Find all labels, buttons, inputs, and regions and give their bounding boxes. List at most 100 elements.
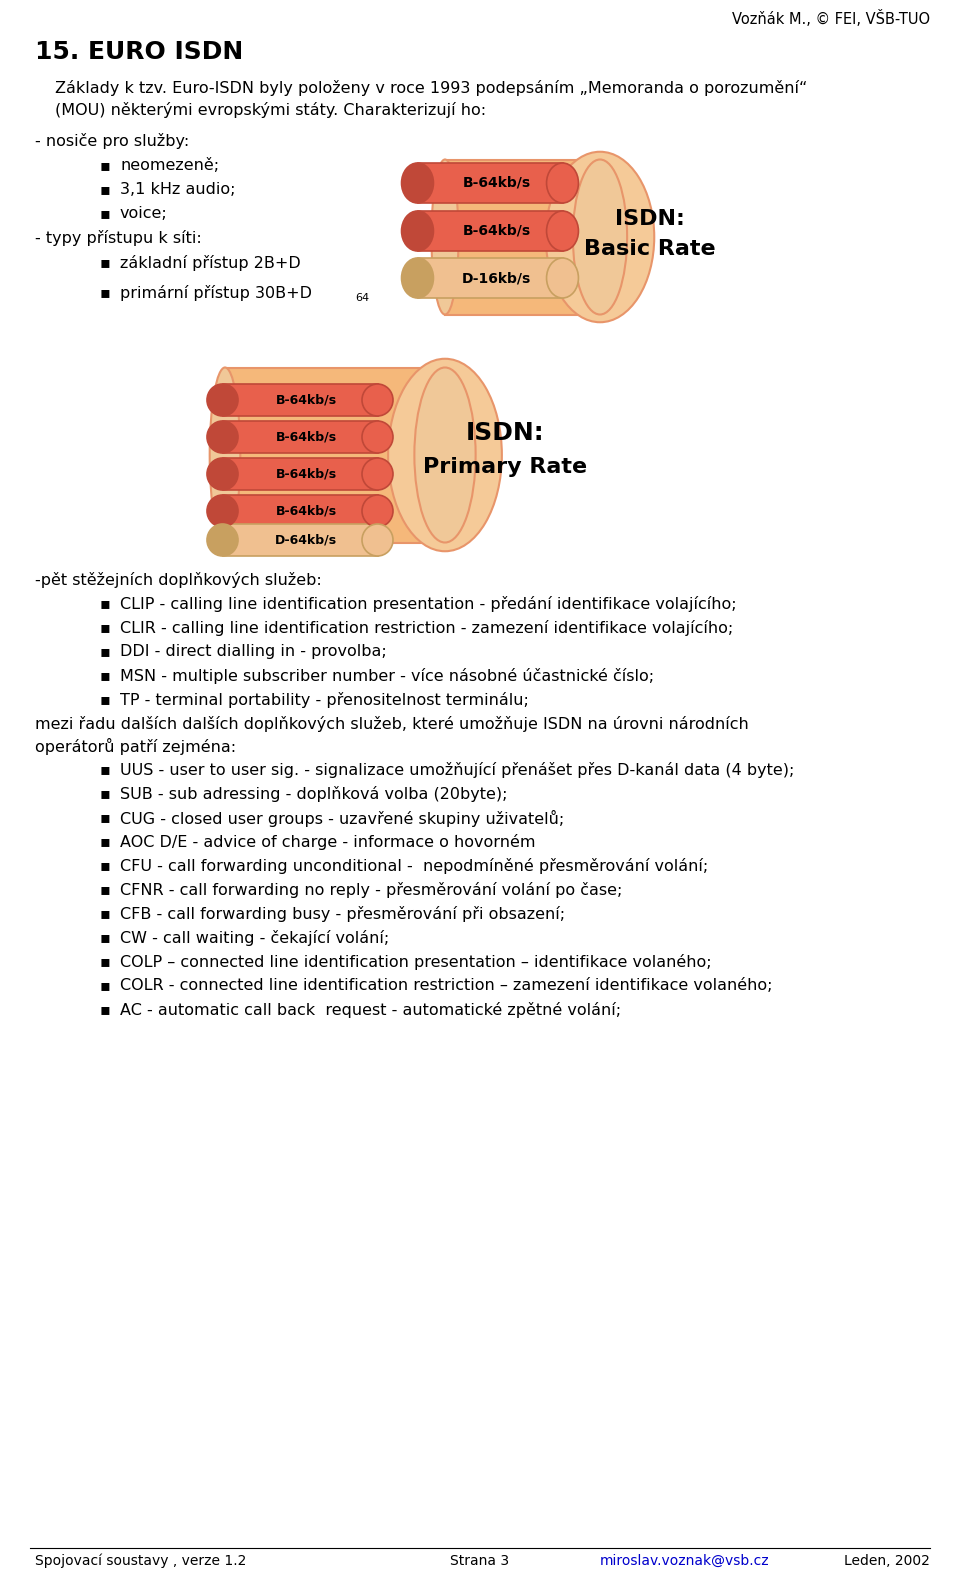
Text: ▪: ▪ <box>100 643 110 659</box>
Text: základní přístup 2B+D: základní přístup 2B+D <box>120 255 300 270</box>
Text: ▪: ▪ <box>100 953 110 969</box>
Text: primární přístup 30B+D: primární přístup 30B+D <box>120 285 312 300</box>
Text: ▪: ▪ <box>100 158 110 172</box>
Bar <box>445 160 600 315</box>
Text: mezi řadu dalších dalších doplňkových služeb, které umožňuje ISDN na úrovni náro: mezi řadu dalších dalších doplňkových sl… <box>35 716 749 732</box>
Text: ▪: ▪ <box>100 809 110 825</box>
Ellipse shape <box>362 495 393 526</box>
Text: B-64kb/s: B-64kb/s <box>276 430 337 444</box>
Text: ▪: ▪ <box>100 1002 110 1017</box>
Text: DDI - direct dialling in - provolba;: DDI - direct dialling in - provolba; <box>120 643 387 659</box>
Text: CFNR - call forwarding no reply - přesměrování volání po čase;: CFNR - call forwarding no reply - přesmě… <box>120 882 622 898</box>
Text: Vozňák M., © FEI, VŠB-TUO: Vozňák M., © FEI, VŠB-TUO <box>732 9 930 27</box>
Text: CLIR - calling line identification restriction - zamezení identifikace volajícíh: CLIR - calling line identification restr… <box>120 620 733 636</box>
Bar <box>223 384 377 416</box>
Text: ▪: ▪ <box>100 930 110 945</box>
Bar <box>418 163 563 202</box>
Ellipse shape <box>207 523 238 557</box>
Text: Strana 3: Strana 3 <box>450 1554 510 1568</box>
Text: 15. EURO ISDN: 15. EURO ISDN <box>35 40 243 63</box>
Bar <box>223 421 377 454</box>
Text: B-64kb/s: B-64kb/s <box>276 504 337 517</box>
Text: AOC D/E - advice of charge - informace o hovorném: AOC D/E - advice of charge - informace o… <box>120 835 536 851</box>
Text: operátorů patří zejména:: operátorů patří zejména: <box>35 738 236 756</box>
Ellipse shape <box>388 359 502 552</box>
Text: Základy k tzv. Euro-ISDN byly položeny v roce 1993 podepsáním „Memoranda o poroz: Základy k tzv. Euro-ISDN byly položeny v… <box>55 81 807 96</box>
Text: CFU - call forwarding unconditional -  nepodmíněné přesměrování volání;: CFU - call forwarding unconditional - ne… <box>120 858 708 874</box>
Text: SUB - sub adressing - doplňková volba (20byte);: SUB - sub adressing - doplňková volba (2… <box>120 786 508 802</box>
Ellipse shape <box>431 160 459 315</box>
Text: ▪: ▪ <box>100 596 110 610</box>
Ellipse shape <box>546 163 579 202</box>
Text: D-16kb/s: D-16kb/s <box>462 270 531 285</box>
Ellipse shape <box>401 210 434 251</box>
Text: ▪: ▪ <box>100 255 110 270</box>
Text: ▪: ▪ <box>100 206 110 221</box>
Text: Spojovací soustavy , verze 1.2: Spojovací soustavy , verze 1.2 <box>35 1554 247 1568</box>
Ellipse shape <box>546 258 579 297</box>
Ellipse shape <box>207 384 238 416</box>
Text: ▪: ▪ <box>100 285 110 300</box>
Text: Primary Rate: Primary Rate <box>423 457 588 477</box>
Text: TP - terminal portability - přenositelnost terminálu;: TP - terminal portability - přenositelno… <box>120 692 529 708</box>
Ellipse shape <box>362 523 393 557</box>
Text: ▪: ▪ <box>100 620 110 636</box>
Text: COLR - connected line identification restriction – zamezení identifikace volanéh: COLR - connected line identification res… <box>120 979 773 993</box>
Text: voice;: voice; <box>120 206 168 221</box>
Text: B-64kb/s: B-64kb/s <box>276 468 337 481</box>
Text: CUG - closed user groups - uzavřené skupiny uživatelů;: CUG - closed user groups - uzavřené skup… <box>120 809 564 827</box>
Text: CW - call waiting - čekající volání;: CW - call waiting - čekající volání; <box>120 930 389 945</box>
Text: 64: 64 <box>355 292 370 304</box>
Ellipse shape <box>362 421 393 454</box>
Ellipse shape <box>545 152 655 323</box>
Ellipse shape <box>546 210 579 251</box>
Ellipse shape <box>207 421 238 454</box>
Text: ▪: ▪ <box>100 762 110 776</box>
Text: ▪: ▪ <box>100 182 110 198</box>
Ellipse shape <box>207 458 238 490</box>
Text: (MOU) některými evropskými státy. Charakterizují ho:: (MOU) některými evropskými státy. Charak… <box>55 103 486 119</box>
Text: ISDN:: ISDN: <box>615 209 684 229</box>
Ellipse shape <box>362 458 393 490</box>
Text: ▪: ▪ <box>100 786 110 802</box>
Text: ▪: ▪ <box>100 835 110 849</box>
Bar <box>225 367 445 542</box>
Text: Basic Rate: Basic Rate <box>585 239 716 259</box>
Text: ▪: ▪ <box>100 858 110 873</box>
Text: -pět stěžejních doplňkových služeb:: -pět stěžejních doplňkových služeb: <box>35 572 322 588</box>
Text: ▪: ▪ <box>100 882 110 896</box>
Text: UUS - user to user sig. - signalizace umožňující přenášet přes D-kanál data (4 b: UUS - user to user sig. - signalizace um… <box>120 762 794 778</box>
Text: ▪: ▪ <box>100 979 110 993</box>
Text: ▪: ▪ <box>100 692 110 707</box>
Text: MSN - multiple subscriber number - více násobné účastnické číslo;: MSN - multiple subscriber number - více … <box>120 669 654 685</box>
Ellipse shape <box>362 384 393 416</box>
Text: - nosiče pro služby:: - nosiče pro služby: <box>35 133 189 149</box>
Text: ▪: ▪ <box>100 669 110 683</box>
Text: COLP – connected line identification presentation – identifikace volaného;: COLP – connected line identification pre… <box>120 953 711 971</box>
Ellipse shape <box>207 495 238 526</box>
Text: neomezeně;: neomezeně; <box>120 158 219 172</box>
Text: CFB - call forwarding busy - přesměrování při obsazení;: CFB - call forwarding busy - přesměrován… <box>120 906 565 922</box>
Text: miroslav.voznak@vsb.cz: miroslav.voznak@vsb.cz <box>600 1554 770 1568</box>
Bar <box>418 258 563 297</box>
Text: AC - automatic call back  request - automatické zpětné volání;: AC - automatic call back request - autom… <box>120 1002 621 1018</box>
Text: B-64kb/s: B-64kb/s <box>463 175 531 190</box>
Text: ISDN:: ISDN: <box>466 421 544 444</box>
Text: 3,1 kHz audio;: 3,1 kHz audio; <box>120 182 235 198</box>
Ellipse shape <box>401 258 434 297</box>
Text: D-64kb/s: D-64kb/s <box>276 533 337 547</box>
Bar <box>223 458 377 490</box>
Text: CLIP - calling line identification presentation - předání identifikace volajícíh: CLIP - calling line identification prese… <box>120 596 736 612</box>
Ellipse shape <box>573 160 627 315</box>
Text: Leden, 2002: Leden, 2002 <box>844 1554 930 1568</box>
Bar <box>223 495 377 526</box>
Ellipse shape <box>415 367 475 542</box>
Ellipse shape <box>401 163 434 202</box>
Text: ▪: ▪ <box>100 906 110 922</box>
Text: B-64kb/s: B-64kb/s <box>463 225 531 239</box>
Text: B-64kb/s: B-64kb/s <box>276 394 337 406</box>
Bar <box>223 523 377 557</box>
Text: - typy přístupu k síti:: - typy přístupu k síti: <box>35 229 202 247</box>
Ellipse shape <box>209 367 240 542</box>
Bar <box>418 210 563 251</box>
